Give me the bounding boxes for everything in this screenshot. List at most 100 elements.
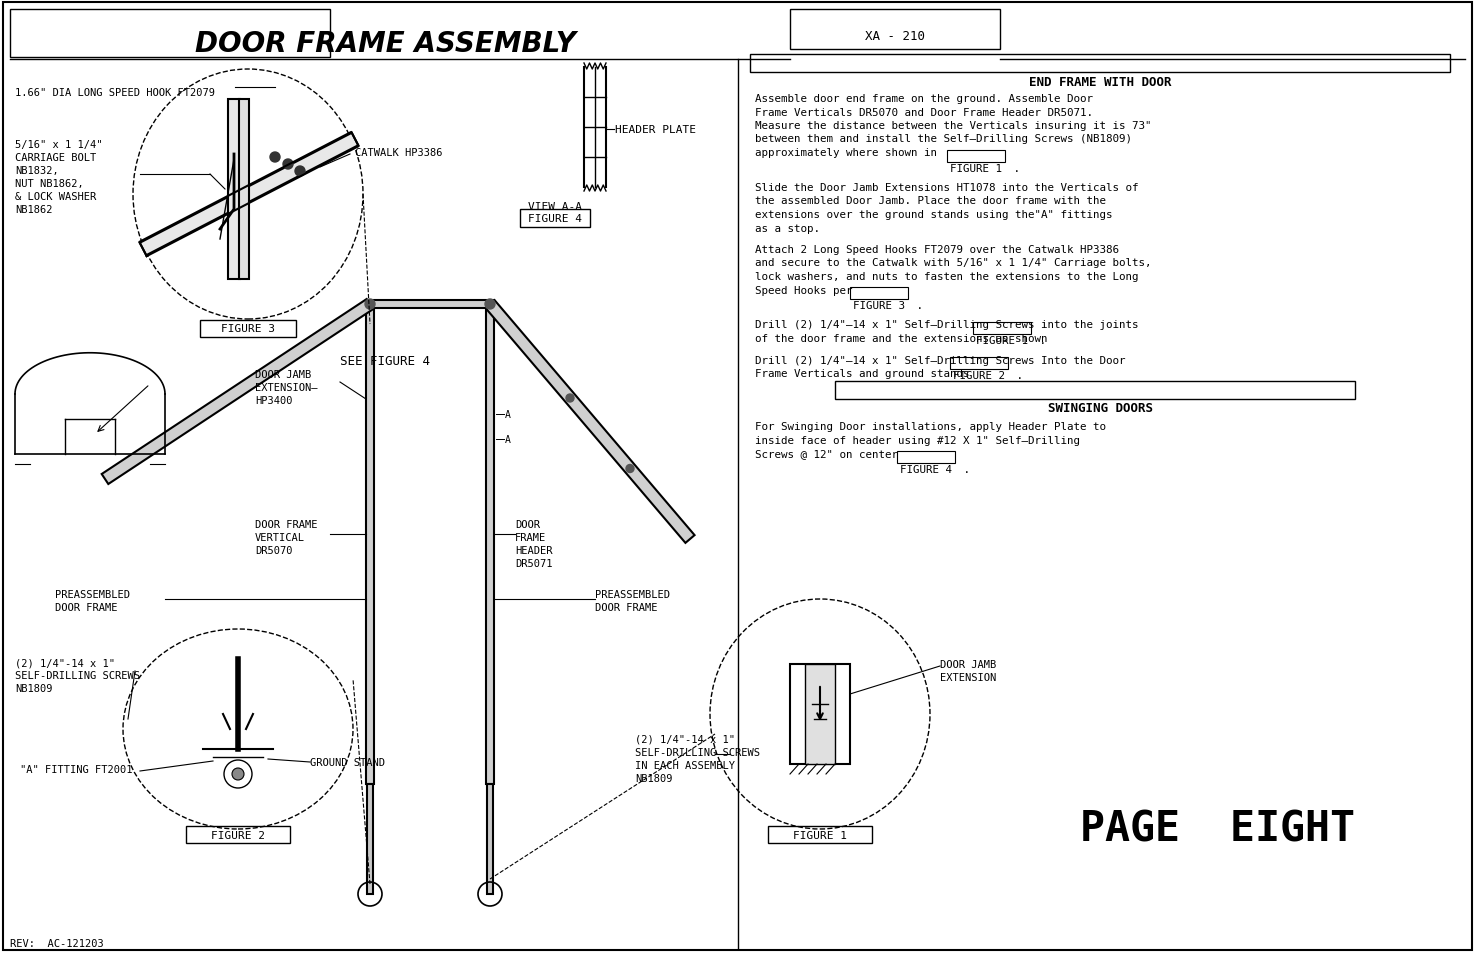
Text: Slide the Door Jamb Extensions HT1078 into the Verticals of: Slide the Door Jamb Extensions HT1078 in…	[755, 183, 1139, 193]
Text: NB1809: NB1809	[15, 683, 53, 693]
Bar	[768, 826, 872, 843]
Text: Frame Verticals and ground stands: Frame Verticals and ground stands	[755, 369, 969, 378]
Text: DR5070: DR5070	[255, 545, 292, 556]
Text: DOOR JAMB: DOOR JAMB	[940, 659, 996, 669]
Circle shape	[485, 299, 496, 310]
Polygon shape	[229, 100, 240, 280]
Bar	[749, 55, 1450, 73]
Text: DOOR: DOOR	[515, 519, 540, 530]
Text: A: A	[504, 410, 510, 419]
Text: inside face of header using #12 X 1" Self–Drilling: inside face of header using #12 X 1" Sel…	[755, 436, 1080, 446]
Text: FIGURE 3: FIGURE 3	[853, 301, 906, 311]
Text: .: .	[957, 464, 971, 475]
Circle shape	[566, 395, 574, 402]
Text: XA - 210: XA - 210	[864, 30, 925, 43]
Text: .: .	[1032, 335, 1046, 346]
Text: the assembled Door Jamb. Place the door frame with the: the assembled Door Jamb. Place the door …	[755, 196, 1106, 206]
Text: END FRAME WITH DOOR: END FRAME WITH DOOR	[1028, 75, 1171, 89]
Text: Screws @ 12" on center: Screws @ 12" on center	[755, 449, 898, 459]
Text: DOOR FRAME ASSEMBLY: DOOR FRAME ASSEMBLY	[195, 30, 575, 58]
Text: of the door frame and the extensions as shown: of the door frame and the extensions as …	[755, 334, 1047, 344]
Bar	[201, 320, 296, 337]
Text: NB1809: NB1809	[636, 773, 673, 783]
Text: A: A	[504, 435, 510, 444]
Text: FRAME: FRAME	[515, 533, 546, 542]
Text: FIGURE 2: FIGURE 2	[953, 371, 1004, 380]
Text: FIGURE 4: FIGURE 4	[900, 464, 951, 475]
Polygon shape	[485, 305, 494, 784]
Text: FIGURE 1: FIGURE 1	[950, 163, 1002, 173]
Ellipse shape	[709, 599, 931, 829]
Bar	[850, 288, 909, 299]
Text: "A" FITTING FT2001: "A" FITTING FT2001	[21, 764, 133, 774]
Circle shape	[232, 768, 243, 781]
Text: .: .	[1007, 163, 1021, 173]
Bar	[947, 151, 1004, 162]
Bar	[10, 10, 330, 58]
Circle shape	[295, 167, 305, 177]
Bar	[897, 452, 954, 463]
Circle shape	[625, 465, 634, 473]
Text: lock washers, and nuts to fasten the extensions to the Long: lock washers, and nuts to fasten the ext…	[755, 272, 1139, 282]
Text: Attach 2 Long Speed Hooks FT2079 over the Catwalk HP3386: Attach 2 Long Speed Hooks FT2079 over th…	[755, 245, 1120, 254]
Bar	[791, 664, 850, 764]
Text: CATWALK HP3386: CATWALK HP3386	[355, 148, 442, 158]
Text: FIGURE 4: FIGURE 4	[528, 213, 583, 224]
Text: GROUND STAND: GROUND STAND	[310, 758, 385, 767]
Text: FIGURE 1: FIGURE 1	[976, 335, 1028, 346]
Text: Drill (2) 1/4"—14 x 1" Self–Drilling Screws into the joints: Drill (2) 1/4"—14 x 1" Self–Drilling Scr…	[755, 320, 1139, 330]
Text: PAGE  EIGHT: PAGE EIGHT	[1080, 808, 1356, 850]
Text: between them and install the Self–Drilling Screws (NB1809): between them and install the Self–Drilli…	[755, 134, 1131, 144]
Bar	[950, 357, 1007, 370]
Text: Frame Verticals DR5070 and Door Frame Header DR5071.: Frame Verticals DR5070 and Door Frame He…	[755, 108, 1093, 117]
Text: NB1862: NB1862	[15, 205, 53, 214]
Text: Measure the distance between the Verticals insuring it is 73": Measure the distance between the Vertica…	[755, 121, 1152, 131]
Text: HEADER: HEADER	[515, 545, 553, 556]
Circle shape	[364, 299, 375, 310]
Text: DOOR JAMB: DOOR JAMB	[255, 370, 311, 379]
Polygon shape	[487, 784, 493, 894]
Circle shape	[270, 152, 280, 163]
Text: FIGURE 3: FIGURE 3	[221, 324, 274, 334]
Polygon shape	[239, 100, 249, 280]
Text: PREASSEMBLED: PREASSEMBLED	[594, 589, 670, 599]
Text: extensions over the ground stands using the"A" fittings: extensions over the ground stands using …	[755, 210, 1112, 220]
Bar	[835, 381, 1356, 399]
Ellipse shape	[122, 629, 353, 829]
Text: REV:  AC-121203: REV: AC-121203	[10, 938, 103, 948]
Text: DOOR FRAME: DOOR FRAME	[255, 519, 317, 530]
Text: SELF-DRILLING SCREWS: SELF-DRILLING SCREWS	[636, 747, 760, 758]
Text: DOOR FRAME: DOOR FRAME	[55, 602, 118, 613]
Text: Assemble door end frame on the ground. Assemble Door: Assemble door end frame on the ground. A…	[755, 94, 1093, 104]
Text: NUT NB1862,: NUT NB1862,	[15, 179, 84, 189]
Text: HP3400: HP3400	[255, 395, 292, 406]
Bar	[974, 323, 1031, 335]
Text: Drill (2) 1/4"—14 x 1" Self–Drilling Screws Into the Door: Drill (2) 1/4"—14 x 1" Self–Drilling Scr…	[755, 355, 1125, 365]
Text: NB1832,: NB1832,	[15, 166, 59, 175]
Text: IN EACH ASSEMBLY: IN EACH ASSEMBLY	[636, 760, 735, 770]
Text: and secure to the Catwalk with 5/16" x 1 1/4" Carriage bolts,: and secure to the Catwalk with 5/16" x 1…	[755, 258, 1152, 268]
Bar	[805, 664, 835, 764]
Text: EXTENSION: EXTENSION	[940, 672, 996, 682]
Polygon shape	[366, 301, 494, 309]
Text: (2) 1/4"-14 x 1": (2) 1/4"-14 x 1"	[636, 734, 735, 744]
Text: Speed Hooks per: Speed Hooks per	[755, 285, 853, 295]
Polygon shape	[367, 784, 373, 894]
Text: CARRIAGE BOLT: CARRIAGE BOLT	[15, 152, 96, 163]
Bar	[521, 210, 590, 228]
Text: & LOCK WASHER: & LOCK WASHER	[15, 192, 96, 202]
Text: VERTICAL: VERTICAL	[255, 533, 305, 542]
Text: 5/16" x 1 1/4": 5/16" x 1 1/4"	[15, 140, 102, 150]
Text: HEADER PLATE: HEADER PLATE	[615, 125, 696, 135]
Polygon shape	[102, 299, 373, 484]
Text: EXTENSION—: EXTENSION—	[255, 382, 317, 393]
Text: DR5071: DR5071	[515, 558, 553, 568]
Text: DOOR FRAME: DOOR FRAME	[594, 602, 658, 613]
Bar	[186, 826, 291, 843]
Polygon shape	[140, 133, 358, 256]
Text: .: .	[910, 301, 923, 311]
Bar	[791, 10, 1000, 50]
Text: VIEW A-A: VIEW A-A	[528, 202, 583, 212]
Text: For Swinging Door installations, apply Header Plate to: For Swinging Door installations, apply H…	[755, 422, 1106, 432]
Text: SELF-DRILLING SCREWS: SELF-DRILLING SCREWS	[15, 670, 140, 680]
